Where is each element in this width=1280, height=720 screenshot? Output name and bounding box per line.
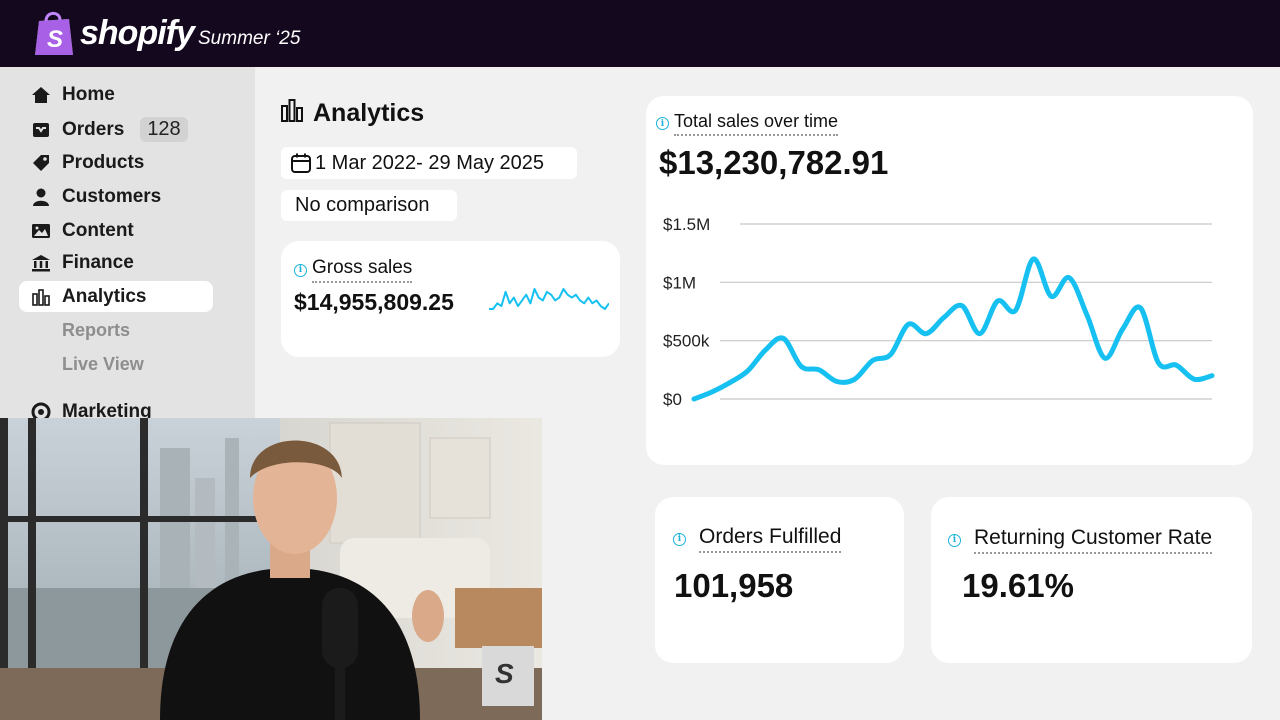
y-tick-label: $500k	[663, 332, 710, 351]
sidebar-item-marketing[interactable]: Marketing	[19, 396, 213, 427]
top-bar: S shopify Summer ‘25	[0, 0, 1280, 67]
image-icon	[30, 220, 52, 242]
svg-text:S: S	[495, 658, 514, 689]
date-range-button[interactable]: 1 Mar 2022- 29 May 2025	[281, 147, 577, 179]
sidebar-item-content[interactable]: Content	[19, 215, 213, 246]
sidebar-subitem-live-view[interactable]: Live View	[62, 354, 144, 374]
comparison-button[interactable]: No comparison	[281, 190, 457, 221]
bar-chart-icon	[30, 286, 52, 308]
total-sales-chart: $1.5M $1M $500k $0	[663, 215, 1215, 409]
total-sales-label: i Total sales over time	[656, 111, 839, 136]
sidebar-item-label: Marketing	[62, 400, 152, 422]
date-range-text: 1 Mar 2022- 29 May 2025	[315, 151, 545, 174]
orders-fulfilled-label: i Orders Fulfilled	[673, 525, 842, 553]
y-tick-label: $1.5M	[663, 215, 710, 234]
sidebar-item-analytics[interactable]: Analytics	[19, 281, 213, 312]
returning-rate-value: 19.61%	[962, 567, 1074, 604]
info-icon[interactable]: i	[656, 117, 669, 130]
info-icon[interactable]: i	[673, 532, 686, 546]
total-sales-value: $13,230,782.91	[659, 144, 889, 181]
sales-series-line	[691, 256, 1215, 402]
page-title-text: Analytics	[313, 99, 425, 127]
sidebar-item-label: Finance	[62, 251, 134, 273]
comparison-text: No comparison	[295, 194, 430, 216]
shopify-bag-icon[interactable]: S	[33, 9, 75, 57]
tag-icon	[30, 152, 52, 174]
gross-sales-card[interactable]: i Gross sales $14,955,809.25	[281, 241, 620, 357]
sidebar-item-label: Customers	[62, 185, 162, 207]
inbox-icon	[30, 119, 52, 141]
calendar-icon	[290, 152, 312, 174]
orders-count-badge: 128	[140, 117, 188, 142]
total-sales-card[interactable]: i Total sales over time $13,230,782.91 $…	[646, 96, 1253, 465]
sidebar-item-home[interactable]: Home	[19, 79, 213, 110]
orders-fulfilled-card[interactable]: i Orders Fulfilled 101,958	[655, 497, 904, 663]
sidebar-subitem-reports[interactable]: Reports	[62, 320, 131, 340]
returning-customer-rate-card[interactable]: i Returning Customer Rate 19.61%	[931, 497, 1252, 663]
page-title: Analytics	[281, 98, 424, 129]
sidebar-item-customers[interactable]: Customers	[19, 181, 213, 212]
home-icon	[30, 84, 52, 106]
y-tick-label: $0	[663, 390, 682, 409]
svg-text:S: S	[47, 26, 63, 53]
bank-icon	[30, 252, 52, 274]
gross-sales-label: i Gross sales	[294, 257, 413, 283]
presenter-webcam: S	[0, 418, 542, 720]
gross-sales-sparkline	[489, 288, 609, 310]
edition-label: Summer ‘25	[198, 28, 301, 49]
sidebar-item-products[interactable]: Products	[19, 147, 213, 178]
sidebar-item-label: Analytics	[62, 285, 147, 307]
sidebar-item-label: Orders	[62, 118, 125, 140]
sidebar-item-label: Home	[62, 83, 115, 105]
y-tick-label: $1M	[663, 273, 696, 292]
sidebar-item-orders[interactable]: Orders 128	[19, 114, 213, 145]
person-icon	[30, 186, 52, 208]
brand-name[interactable]: shopify	[80, 14, 195, 52]
orders-fulfilled-value: 101,958	[674, 567, 794, 604]
bar-chart-icon	[281, 98, 303, 129]
sidebar-item-label: Content	[62, 219, 134, 241]
sidebar-item-finance[interactable]: Finance	[19, 247, 213, 278]
sparkline-line	[489, 288, 609, 310]
gross-sales-value: $14,955,809.25	[294, 289, 454, 315]
info-icon[interactable]: i	[294, 263, 307, 277]
returning-rate-label: i Returning Customer Rate	[948, 526, 1213, 554]
sidebar-item-label: Products	[62, 151, 145, 173]
info-icon[interactable]: i	[948, 533, 961, 547]
